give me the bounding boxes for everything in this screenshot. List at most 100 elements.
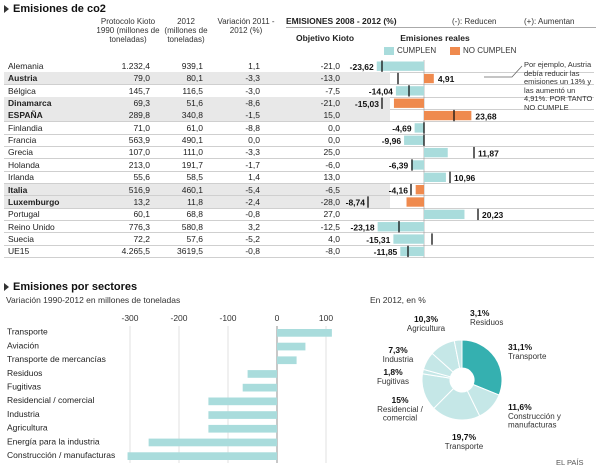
table-cell-y2012: 939,1 bbox=[181, 61, 203, 71]
category-label: Energía para la industria bbox=[7, 436, 100, 446]
bar-emisiones-reales bbox=[400, 246, 424, 257]
table-cell-var: -3,3 bbox=[245, 147, 260, 158]
label-emisiones-reales: 11,87 bbox=[478, 148, 499, 158]
x-tick-label: 100 bbox=[319, 313, 333, 323]
table-cell-kioto: 145,7 bbox=[128, 85, 150, 96]
table-cell-pais: Irlanda bbox=[8, 172, 34, 183]
bar-emisiones-reales bbox=[393, 98, 424, 108]
table-cell-kioto: 55,6 bbox=[133, 172, 150, 183]
triangle-bullet-icon bbox=[4, 283, 9, 291]
pie-slice-label: manufacturas bbox=[508, 421, 556, 430]
table-cell-obj: 0,0 bbox=[328, 122, 340, 133]
table-cell-obj: -21,0 bbox=[320, 61, 340, 71]
table-cell-pais: Dinamarca bbox=[8, 98, 52, 109]
bar-emisiones-reales bbox=[406, 197, 424, 207]
table-cell-pais: Italia bbox=[8, 184, 28, 195]
category-label: Residuos bbox=[7, 368, 42, 378]
bar-subtitle: Variación 1990-2012 en millones de tonel… bbox=[6, 295, 181, 305]
table-cell-obj: 25,0 bbox=[323, 147, 340, 158]
table-cell-kioto: 776,3 bbox=[128, 221, 150, 232]
table-cell-obj: 13,0 bbox=[323, 172, 340, 183]
bar-emisiones-reales bbox=[377, 222, 424, 232]
section-title-text: Emisiones de co2 bbox=[13, 3, 106, 15]
bar-emisiones-reales bbox=[424, 110, 472, 121]
table-cell-var: -8,6 bbox=[245, 98, 260, 109]
label-emisiones-reales: -15,03 bbox=[355, 99, 379, 109]
bar-sector bbox=[208, 397, 277, 406]
bar-sector bbox=[277, 342, 306, 351]
bar-emisiones-reales bbox=[424, 172, 446, 182]
row-divider bbox=[4, 220, 594, 222]
table-cell-pais: Holanda bbox=[8, 159, 40, 170]
table-cell-pais: Suecia bbox=[8, 233, 34, 244]
row-highlight bbox=[4, 109, 390, 122]
category-label: Industria bbox=[7, 409, 40, 419]
table-cell-y2012: 111,0 bbox=[182, 147, 203, 158]
bar-sector bbox=[247, 370, 277, 378]
table-cell-var: 1,4 bbox=[248, 172, 260, 183]
table-cell-obj: -8,0 bbox=[325, 246, 340, 257]
table-cell-y2012: 490,1 bbox=[181, 135, 203, 146]
pie-slice-value: 1,8% bbox=[383, 367, 403, 377]
table-cell-obj: -21,0 bbox=[320, 98, 340, 109]
label-emisiones-reales: -23,62 bbox=[350, 62, 374, 72]
table-cell-kioto: 13,2 bbox=[133, 196, 150, 207]
table-cell-var: -2,4 bbox=[245, 196, 260, 207]
bar-sector bbox=[127, 452, 277, 460]
note-connector bbox=[484, 65, 523, 78]
table-cell-var: -0,8 bbox=[245, 209, 260, 220]
table-cell-pais: UE15 bbox=[8, 246, 30, 257]
label-emisiones-reales: 23,68 bbox=[475, 111, 497, 121]
row-divider bbox=[4, 121, 594, 123]
bar-emisiones-reales bbox=[415, 185, 424, 195]
pie-slice-label: Residuos bbox=[470, 318, 503, 327]
table-cell-kioto: 213,0 bbox=[128, 159, 150, 170]
table-cell-pais: Finlandia bbox=[8, 122, 43, 133]
legend-aumentan: (+): Aumentan bbox=[524, 17, 575, 26]
pie-slice-value: 7,3% bbox=[388, 345, 408, 355]
row-divider bbox=[4, 207, 594, 209]
table-cell-kioto: 60,1 bbox=[133, 209, 150, 220]
pie-slice-label: Transporte bbox=[508, 352, 547, 361]
label-emisiones-reales: -23,18 bbox=[351, 222, 375, 232]
table-cell-var: 3,2 bbox=[248, 221, 260, 232]
label-emisiones-reales: -15,31 bbox=[366, 235, 390, 245]
category-label: Fugitivas bbox=[7, 382, 41, 392]
sector-bar-chart: -300 -200 -100 0 100 Transporte Aviación Transp… bbox=[7, 313, 333, 463]
bar-sector bbox=[208, 424, 277, 433]
table-cell-pais: Alemania bbox=[8, 61, 44, 71]
table-cell-y2012: 61,0 bbox=[186, 122, 203, 133]
table-cell-obj: -6,0 bbox=[325, 159, 340, 170]
row-highlight bbox=[4, 97, 390, 110]
label-emisiones-reales: 10,96 bbox=[454, 173, 476, 183]
row-divider bbox=[4, 244, 594, 246]
table-cell-pais: Luxemburgo bbox=[8, 196, 60, 207]
table-cell-obj: 0,0 bbox=[328, 135, 340, 146]
bar-sector bbox=[277, 356, 297, 365]
row-divider bbox=[4, 84, 594, 86]
table-cell-pais: Portugal bbox=[8, 209, 40, 220]
bar-sector bbox=[242, 383, 277, 392]
pie-slice-label: Construcción y bbox=[508, 412, 561, 421]
table-cell-pais: Francia bbox=[8, 135, 37, 146]
legend-no-cumplen-label: NO CUMPLEN bbox=[463, 46, 517, 55]
emisiones-reales-chart: -23,62 4,91 -14,04 -15,03 23,68 -4,69 -9,96 11,… bbox=[346, 60, 504, 258]
table-cell-y2012: 68,8 bbox=[186, 209, 203, 220]
row-divider bbox=[4, 232, 594, 234]
table-cell-var: -1,5 bbox=[245, 110, 260, 121]
pie-slice-value: 19,7% bbox=[452, 432, 477, 442]
pie-slice bbox=[453, 339, 463, 369]
header-variacion: Variación 2011 - 2012 (%) bbox=[217, 17, 275, 35]
legend-cumplen-label: CUMPLEN bbox=[397, 46, 437, 55]
label-emisiones-reales: 20,23 bbox=[482, 210, 504, 220]
table-cell-kioto: 516,9 bbox=[128, 184, 150, 195]
pie-slice-label: Industria bbox=[383, 355, 414, 364]
row-divider bbox=[4, 170, 594, 172]
table-cell-pais: Reino Unido bbox=[8, 221, 55, 232]
header-emisiones-title-text: EMISIONES 2008 - 2012 (%) bbox=[286, 16, 397, 26]
table-cell-kioto: 79,0 bbox=[133, 73, 150, 84]
section-title-sectores-text: Emisiones por sectores bbox=[13, 281, 138, 293]
row-divider bbox=[4, 133, 594, 135]
label-emisiones-reales: -8,74 bbox=[346, 198, 366, 208]
